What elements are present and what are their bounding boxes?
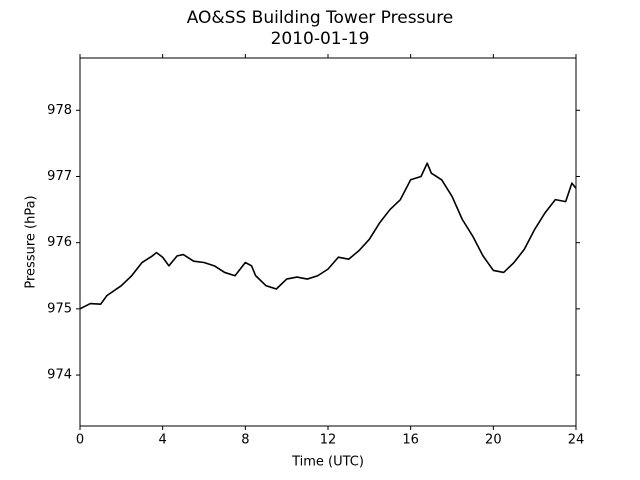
line-series	[79, 162, 577, 310]
x-tick-label: 24	[568, 433, 585, 448]
x-tick-label: 4	[159, 433, 167, 448]
y-tick-label: 978	[47, 103, 72, 118]
chart-title: AO&SS Building Tower Pressure	[187, 8, 454, 28]
x-tick-label: 12	[320, 433, 337, 448]
chart-subtitle: 2010-01-19	[271, 29, 370, 49]
y-tick-label: 975	[47, 301, 72, 316]
x-tick-label: 0	[76, 433, 84, 448]
y-tick-label: 977	[47, 169, 72, 184]
y-tick-label: 976	[47, 235, 72, 250]
x-tick-label: 16	[402, 433, 419, 448]
y-tick-label: 974	[47, 368, 72, 383]
x-axis-label: Time (UTC)	[291, 455, 364, 470]
x-tick-label: 20	[485, 433, 502, 448]
plot-frame	[79, 57, 577, 427]
y-axis-label: Pressure (hPa)	[24, 195, 39, 288]
x-tick-label: 8	[241, 433, 249, 448]
